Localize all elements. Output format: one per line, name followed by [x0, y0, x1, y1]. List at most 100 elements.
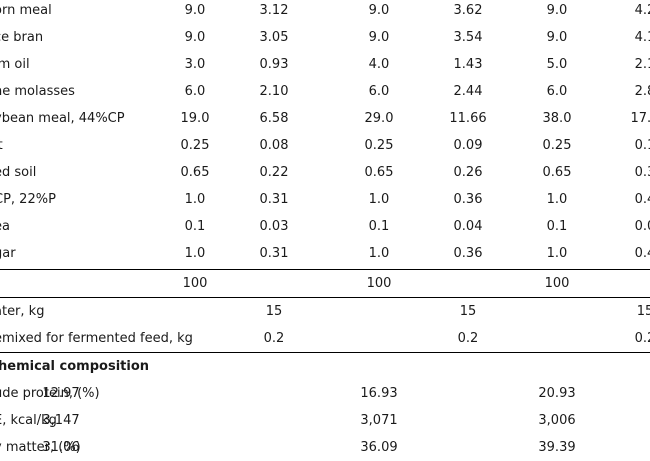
cell-value: 0.25: [364, 138, 394, 153]
cell-value: 100: [544, 276, 570, 291]
cell-value: 20.93: [538, 386, 576, 401]
cell-value: 36.09: [360, 440, 398, 455]
cell-value: 0.31: [259, 246, 289, 261]
cell-value: 9.0: [184, 3, 206, 18]
table-row: ater, kg 15 15 15: [0, 298, 650, 325]
cell-value: 3.62: [453, 3, 483, 18]
table-row: E, kcal/kg 3,147 3,071 3,006: [0, 407, 650, 434]
cell-value: 0.2: [634, 331, 650, 346]
cell-value: 19.0: [180, 111, 210, 126]
cell-value: 0.0: [634, 219, 650, 234]
cell-value: 3.05: [259, 30, 289, 45]
cell-value: 15: [636, 304, 650, 319]
cell-value: 3.54: [453, 30, 483, 45]
table-divider: [0, 352, 650, 353]
cell-value: 2.44: [453, 84, 483, 99]
row-label: gar: [0, 246, 16, 261]
row-label: ea: [0, 219, 10, 234]
cell-value: 0.25: [542, 138, 572, 153]
table-row: lt 0.25 0.08 0.25 0.09 0.25 0.1: [0, 132, 650, 159]
cell-value: 11.66: [449, 111, 487, 126]
table-divider: [0, 269, 650, 270]
cell-value: 1.43: [453, 57, 483, 72]
row-label: ybean meal, 44%CP: [0, 111, 125, 126]
cell-value: 0.09: [453, 138, 483, 153]
cell-value: 0.65: [542, 165, 572, 180]
row-label: lm oil: [0, 57, 30, 72]
table-row: gar 1.0 0.31 1.0 0.36 1.0 0.4: [0, 240, 650, 267]
cell-value: 1.0: [546, 246, 568, 261]
table-row: ne molasses 6.0 2.10 6.0 2.44 6.0 2.8: [0, 78, 650, 105]
cell-value: 6.58: [259, 111, 289, 126]
cell-value: 0.03: [259, 219, 289, 234]
cell-value: 0.04: [453, 219, 483, 234]
cell-value: 15: [459, 304, 477, 319]
cell-value: 6.0: [368, 84, 390, 99]
row-label: ed soil: [0, 165, 37, 180]
cell-value: 3.12: [259, 3, 289, 18]
cell-value: 1.0: [184, 246, 206, 261]
cell-value: 0.1: [368, 219, 390, 234]
table-row: ea 0.1 0.03 0.1 0.04 0.1 0.0: [0, 213, 650, 240]
table-row: CP, 22%P 1.0 0.31 1.0 0.36 1.0 0.4: [0, 186, 650, 213]
cell-value: 15: [265, 304, 283, 319]
cell-value: 0.22: [259, 165, 289, 180]
table-row: ude protein, (%) 12.97 16.93 20.93: [0, 380, 650, 407]
row-label: ne molasses: [0, 84, 75, 99]
table-row: lm oil 3.0 0.93 4.0 1.43 5.0 2.1: [0, 51, 650, 78]
cell-value: 0.1: [184, 219, 206, 234]
cell-value: 100: [182, 276, 208, 291]
cell-value: 0.93: [259, 57, 289, 72]
cell-value: 0.65: [180, 165, 210, 180]
cell-value: 0.25: [180, 138, 210, 153]
cell-value: 6.0: [184, 84, 206, 99]
cell-value: 0.3: [634, 165, 650, 180]
table-row: emixed for fermented feed, kg 0.2 0.2 0.…: [0, 325, 650, 352]
cell-value: 39.39: [538, 440, 576, 455]
cell-value: 9.0: [546, 3, 568, 18]
table-row: orn meal 9.0 3.12 9.0 3.62 9.0 4.2: [0, 0, 650, 24]
cell-value: 5.0: [546, 57, 568, 72]
cell-value: 0.36: [453, 246, 483, 261]
cell-value: 4.0: [368, 57, 390, 72]
cell-value: 2.8: [634, 84, 650, 99]
row-label: E, kcal/kg: [0, 413, 57, 428]
cell-value: 0.26: [453, 165, 483, 180]
cell-value: 1.0: [546, 192, 568, 207]
cell-value: 0.2: [263, 331, 285, 346]
table-divider: [0, 297, 650, 298]
cell-value: 4.1: [634, 30, 650, 45]
cell-value: 29.0: [364, 111, 394, 126]
table-row: ed soil 0.65 0.22 0.65 0.26 0.65 0.3: [0, 159, 650, 186]
cell-value: 3,147: [42, 413, 80, 428]
cell-value: 6.0: [546, 84, 568, 99]
cell-value: 16.93: [360, 386, 398, 401]
cell-value: 0.4: [634, 192, 650, 207]
cell-value: 0.1: [546, 219, 568, 234]
cell-value: 2.1: [634, 57, 650, 72]
cell-value: 9.0: [368, 30, 390, 45]
cell-value: 0.1: [634, 138, 650, 153]
cell-value: 1.0: [368, 192, 390, 207]
row-label: CP, 22%P: [0, 192, 56, 207]
row-label: ater, kg: [0, 304, 45, 319]
cell-value: 0.31: [259, 192, 289, 207]
row-label: lt: [0, 138, 3, 153]
cell-value: 9.0: [368, 3, 390, 18]
cell-value: 3,071: [360, 413, 398, 428]
cell-value: 12.97: [42, 386, 80, 401]
cell-value: 0.36: [453, 192, 483, 207]
row-label: emixed for fermented feed, kg: [0, 331, 193, 346]
cell-value: 4.2: [634, 3, 650, 18]
row-label: ude protein, (%): [0, 386, 100, 401]
cell-value: 0.08: [259, 138, 289, 153]
row-label: ce bran: [0, 30, 44, 45]
cell-value: 3,006: [538, 413, 576, 428]
cell-value: 0.2: [457, 331, 479, 346]
section-heading: hemical composition: [0, 359, 150, 374]
table-row: ybean meal, 44%CP 19.0 6.58 29.0 11.66 3…: [0, 105, 650, 132]
cell-value: 0.4: [634, 246, 650, 261]
cell-value: 100: [366, 276, 392, 291]
table-row: y matter, (%) 31.06 36.09 39.39: [0, 434, 650, 461]
cell-value: 3.0: [184, 57, 206, 72]
